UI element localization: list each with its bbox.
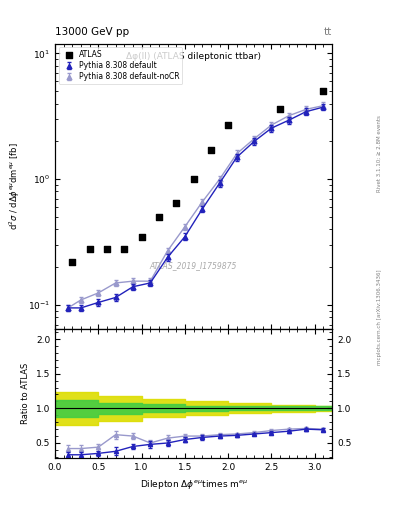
ATLAS	[277, 105, 283, 113]
X-axis label: Dilepton $\Delta\phi^{e\mu}$times m$^{e\mu}$: Dilepton $\Delta\phi^{e\mu}$times m$^{e\…	[140, 478, 248, 490]
Y-axis label: Ratio to ATLAS: Ratio to ATLAS	[21, 363, 30, 424]
ATLAS	[320, 87, 327, 95]
Text: Rivet 3.1.10; ≥ 2.8M events: Rivet 3.1.10; ≥ 2.8M events	[377, 115, 382, 192]
ATLAS	[191, 175, 197, 183]
Text: ATLAS_2019_I1759875: ATLAS_2019_I1759875	[150, 262, 237, 270]
Text: mcplots.cern.ch [arXiv:1306.3436]: mcplots.cern.ch [arXiv:1306.3436]	[377, 270, 382, 365]
ATLAS	[208, 146, 214, 155]
ATLAS	[173, 199, 179, 207]
Legend: ATLAS, Pythia 8.308 default, Pythia 8.308 default-noCR: ATLAS, Pythia 8.308 default, Pythia 8.30…	[59, 47, 182, 84]
Text: tt: tt	[324, 27, 332, 37]
Y-axis label: d$^2\sigma$ / d$\Delta\phi^{e\mu}$dm$^{e\mu}$ [fb]: d$^2\sigma$ / d$\Delta\phi^{e\mu}$dm$^{e…	[8, 142, 22, 230]
ATLAS	[138, 232, 145, 241]
ATLAS	[156, 213, 162, 221]
ATLAS	[86, 245, 93, 253]
ATLAS	[104, 245, 110, 253]
ATLAS	[225, 121, 231, 129]
ATLAS	[69, 258, 75, 266]
Text: 13000 GeV pp: 13000 GeV pp	[55, 27, 129, 37]
Text: Δφ(ll) (ATLAS dileptonic ttbar): Δφ(ll) (ATLAS dileptonic ttbar)	[126, 52, 261, 61]
ATLAS	[121, 245, 127, 253]
